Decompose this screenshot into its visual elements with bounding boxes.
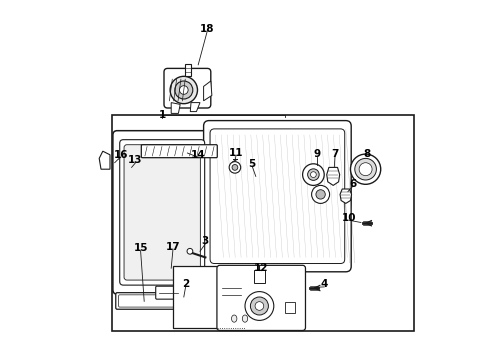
Circle shape — [303, 164, 324, 185]
Circle shape — [255, 302, 264, 310]
Circle shape — [175, 81, 193, 99]
Text: 3: 3 — [202, 236, 209, 246]
Circle shape — [316, 190, 325, 199]
Text: 6: 6 — [349, 179, 357, 189]
Text: 2: 2 — [182, 279, 189, 289]
FancyBboxPatch shape — [164, 68, 211, 108]
Polygon shape — [99, 151, 110, 169]
Ellipse shape — [231, 315, 237, 322]
Text: 5: 5 — [248, 159, 256, 169]
Text: 7: 7 — [331, 149, 339, 159]
Bar — [285, 302, 295, 313]
FancyBboxPatch shape — [217, 265, 305, 330]
Circle shape — [312, 185, 330, 203]
FancyBboxPatch shape — [141, 145, 217, 158]
Bar — [112, 115, 414, 331]
Text: 13: 13 — [128, 155, 143, 165]
Text: 9: 9 — [314, 149, 320, 159]
Text: 12: 12 — [254, 263, 269, 273]
FancyBboxPatch shape — [204, 121, 351, 272]
FancyBboxPatch shape — [120, 140, 205, 285]
Bar — [185, 64, 191, 76]
Text: 10: 10 — [342, 213, 357, 223]
Circle shape — [232, 165, 238, 170]
FancyBboxPatch shape — [210, 129, 345, 264]
Polygon shape — [171, 103, 180, 113]
FancyBboxPatch shape — [119, 295, 217, 307]
FancyBboxPatch shape — [156, 286, 185, 299]
Ellipse shape — [242, 315, 248, 322]
Text: 16: 16 — [114, 150, 128, 160]
Circle shape — [187, 248, 193, 254]
Text: 8: 8 — [364, 149, 371, 159]
Circle shape — [308, 169, 319, 180]
Circle shape — [170, 76, 197, 104]
Text: 15: 15 — [133, 243, 148, 253]
Polygon shape — [190, 103, 200, 112]
Text: 1: 1 — [159, 110, 166, 120]
Circle shape — [245, 292, 274, 320]
Text: 4: 4 — [320, 279, 328, 289]
Polygon shape — [340, 189, 351, 203]
Text: 18: 18 — [200, 24, 215, 34]
Polygon shape — [327, 167, 340, 185]
FancyBboxPatch shape — [124, 145, 200, 280]
Circle shape — [350, 154, 381, 184]
Bar — [173, 266, 245, 328]
Circle shape — [179, 86, 188, 94]
FancyBboxPatch shape — [113, 131, 212, 294]
Bar — [254, 270, 265, 283]
Circle shape — [359, 163, 372, 176]
FancyBboxPatch shape — [116, 293, 220, 309]
Text: 17: 17 — [166, 242, 180, 252]
Circle shape — [311, 172, 316, 177]
Polygon shape — [204, 81, 212, 101]
Polygon shape — [212, 296, 218, 303]
Text: 11: 11 — [229, 148, 243, 158]
Circle shape — [355, 158, 376, 180]
Circle shape — [250, 297, 269, 315]
Circle shape — [229, 162, 241, 173]
Text: 14: 14 — [191, 150, 205, 160]
